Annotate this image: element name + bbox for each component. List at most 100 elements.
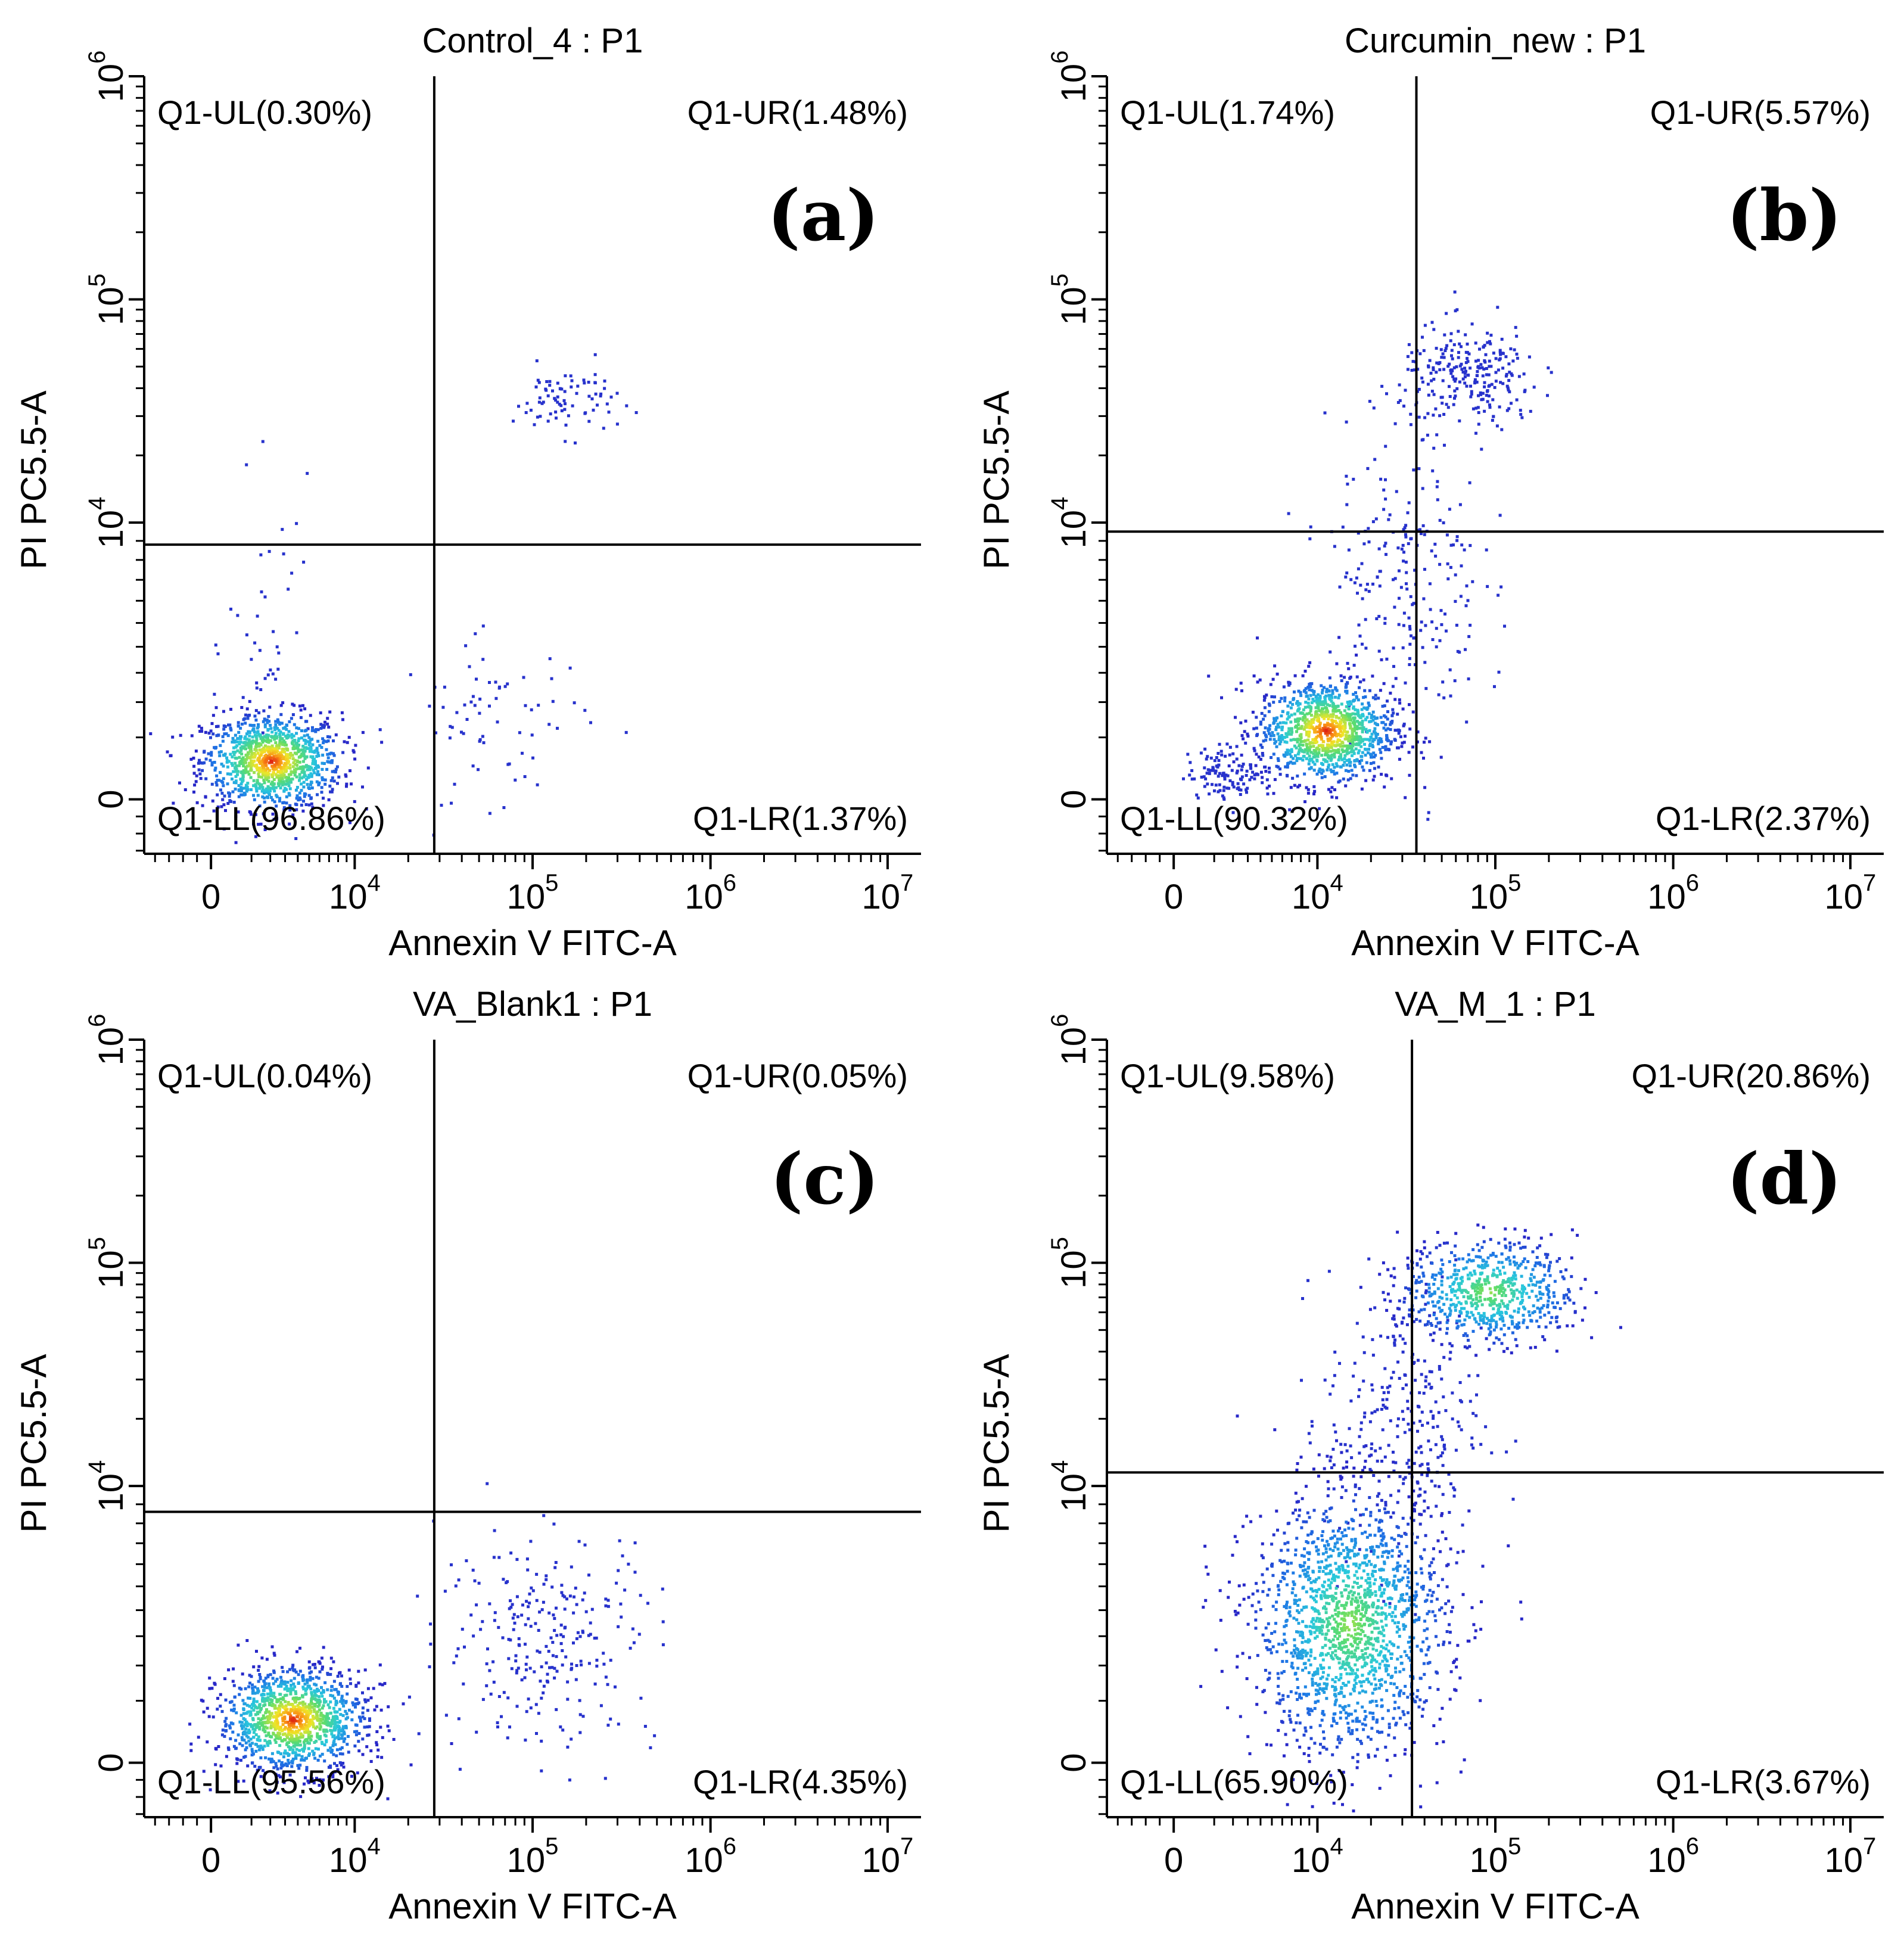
event-dot	[1297, 689, 1301, 693]
event-dot	[302, 780, 306, 784]
event-dot	[239, 726, 242, 730]
event-dot	[1390, 777, 1393, 780]
event-dot	[244, 747, 247, 751]
event-dot	[220, 1733, 224, 1737]
event-dot	[345, 1712, 349, 1715]
event-dot	[291, 747, 295, 750]
event-dot	[1340, 1451, 1343, 1454]
event-dot	[1442, 368, 1446, 371]
event-dot	[234, 810, 238, 814]
event-dot	[1445, 533, 1449, 537]
event-dot	[284, 776, 288, 779]
event-dot	[1389, 742, 1393, 746]
event-dot	[1361, 723, 1364, 727]
event-dot	[1368, 720, 1371, 723]
event-dot	[1370, 716, 1373, 719]
event-dot	[1317, 730, 1320, 733]
event-dot	[340, 1694, 344, 1698]
event-dot	[497, 1626, 500, 1630]
event-dot	[288, 780, 291, 784]
event-dot	[565, 1597, 568, 1601]
event-dot	[209, 1788, 212, 1792]
event-dot	[559, 1642, 563, 1646]
event-dot	[297, 744, 301, 747]
event-dot	[310, 1734, 313, 1738]
event-dot	[302, 754, 306, 758]
event-dot	[1362, 1379, 1365, 1383]
event-dot	[1240, 734, 1244, 738]
event-dot	[1220, 1669, 1224, 1673]
event-dot	[256, 1706, 259, 1710]
event-dot	[289, 1692, 293, 1696]
event-dot	[340, 1733, 344, 1737]
event-dot	[1218, 742, 1221, 746]
event-dot	[1361, 751, 1364, 754]
event-dot	[255, 1650, 258, 1653]
event-dot	[1523, 1235, 1526, 1239]
event-dot	[243, 737, 247, 740]
event-dot	[1402, 722, 1406, 726]
event-dot	[550, 1666, 554, 1669]
event-dot	[1301, 674, 1305, 677]
event-dot	[1483, 381, 1486, 384]
event-dot	[1286, 766, 1289, 769]
event-dot	[576, 1631, 580, 1634]
event-dot	[245, 1721, 248, 1724]
event-dot	[1311, 741, 1314, 745]
event-dot	[251, 741, 254, 745]
event-dot	[259, 1765, 262, 1769]
event-dot	[1291, 702, 1295, 706]
event-dot	[1311, 1805, 1314, 1808]
event-dot	[570, 1662, 573, 1666]
event-dot	[545, 380, 549, 383]
event-dot	[1408, 727, 1412, 731]
event-dot	[1354, 747, 1358, 751]
event-dot	[252, 1665, 256, 1669]
event-dot	[304, 742, 307, 745]
event-dot	[270, 759, 273, 763]
event-dot	[1212, 769, 1215, 772]
event-dot	[269, 1688, 272, 1692]
event-dot	[1373, 715, 1376, 719]
event-dot	[1303, 720, 1307, 724]
event-dot	[344, 1725, 348, 1728]
event-dot	[1340, 741, 1344, 744]
event-dot	[287, 1721, 290, 1724]
event-dot	[366, 766, 370, 770]
event-dot	[1330, 770, 1333, 773]
event-dot	[313, 766, 317, 770]
event-dot	[329, 1764, 332, 1768]
event-dot	[1303, 716, 1307, 719]
event-dot	[254, 748, 258, 752]
event-dot	[306, 768, 309, 772]
event-dot	[1255, 1703, 1259, 1706]
event-dot	[310, 1720, 314, 1724]
event-dot	[1349, 724, 1352, 728]
event-dot	[536, 783, 539, 786]
event-dot	[1286, 1803, 1289, 1806]
event-dot	[272, 787, 275, 791]
event-dot	[1420, 1513, 1423, 1516]
event-dot	[274, 786, 278, 789]
event-dot	[1325, 707, 1329, 710]
event-dot	[192, 790, 195, 794]
event-dot	[270, 1645, 274, 1649]
event-dot	[1313, 727, 1316, 730]
event-dot	[270, 1752, 274, 1755]
event-dot	[232, 1708, 236, 1711]
event-dot	[1339, 674, 1343, 677]
event-dot	[1446, 562, 1449, 565]
event-dot	[238, 1720, 242, 1724]
event-dot	[1357, 567, 1360, 571]
event-dot	[595, 1659, 599, 1662]
event-dot	[1372, 751, 1376, 755]
event-dot	[274, 1680, 278, 1683]
event-dot	[290, 1721, 293, 1724]
event-dot	[1336, 709, 1339, 713]
event-dot	[1335, 796, 1339, 800]
event-dot	[306, 1779, 310, 1783]
event-dot	[201, 769, 204, 772]
event-dot	[313, 1756, 317, 1760]
event-dot	[1231, 780, 1234, 784]
event-dot	[354, 1684, 358, 1688]
